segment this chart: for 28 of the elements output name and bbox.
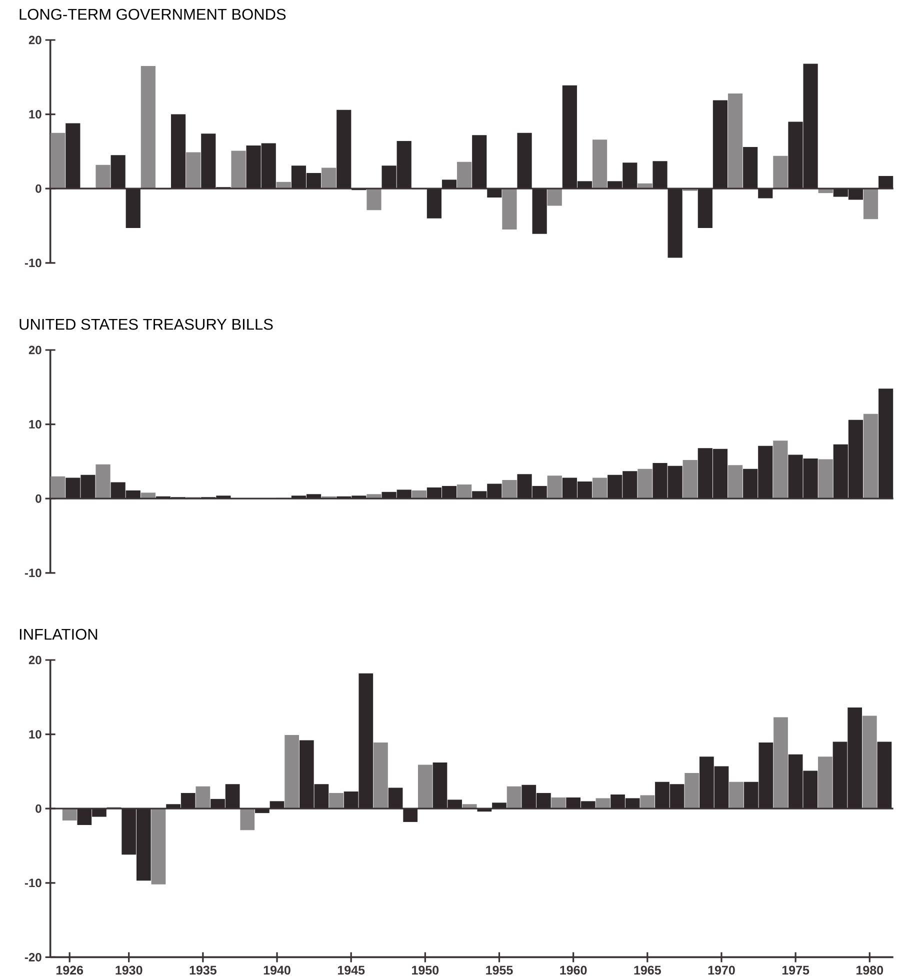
x-tick-label: 1955 (486, 966, 513, 975)
y-tick-label: -10 (24, 878, 42, 888)
x-tick-label: 1950 (412, 966, 438, 975)
chart-title: LONG-TERM GOVERNMENT BONDS (20, 8, 286, 20)
x-tick-label: 1935 (190, 966, 216, 975)
x-tick-label: 1926 (56, 966, 83, 975)
y-tick-label: -10 (24, 568, 42, 578)
x-tick-label: 1930 (116, 966, 142, 975)
y-tick-label: 20 (28, 656, 42, 664)
x-tick-label: 1940 (264, 966, 290, 975)
x-tick-label: 1945 (338, 966, 364, 975)
y-tick-label: 0 (35, 494, 42, 503)
y-tick-label: 10 (29, 420, 42, 429)
x-tick-label: 1975 (782, 966, 809, 975)
x-tick-label: 1965 (634, 966, 661, 975)
y-tick-label: 0 (35, 804, 42, 813)
x-tick-label: 1960 (560, 966, 587, 975)
chart-title: INFLATION (20, 628, 97, 640)
y-tick-label: 20 (28, 36, 42, 44)
chart-title: UNITED STATES TREASURY BILLS (20, 318, 273, 330)
x-tick-label: 1970 (708, 966, 735, 975)
y-tick-label: 10 (29, 110, 42, 119)
y-tick-label: -20 (24, 952, 42, 962)
y-tick-label: 20 (28, 346, 42, 354)
y-tick-label: 10 (29, 730, 42, 739)
y-tick-label: 0 (35, 184, 42, 193)
y-tick-label: -10 (24, 258, 42, 268)
x-tick-label: 1980 (856, 966, 883, 975)
